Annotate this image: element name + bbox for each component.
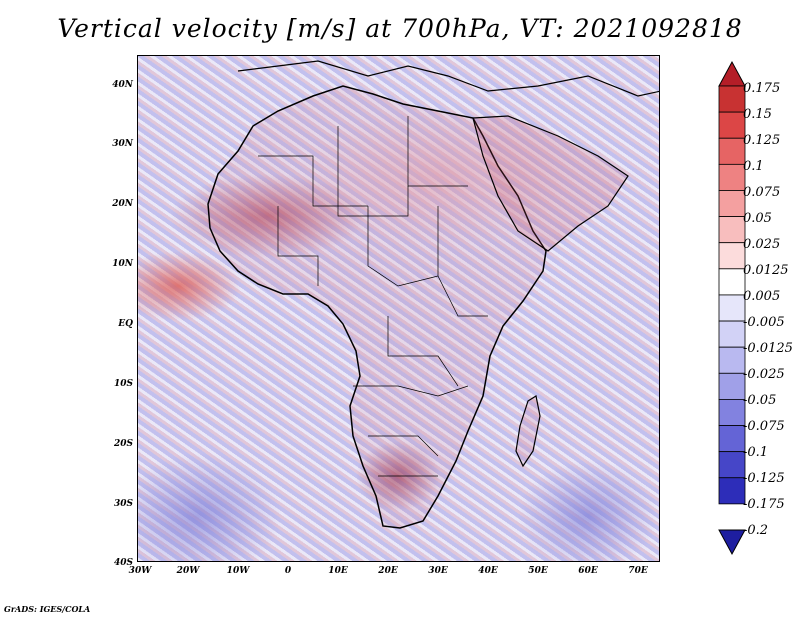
colorbar-label: 0.125 <box>743 133 781 148</box>
colorbar-swatch <box>718 268 746 296</box>
colorbar-label: 0.1 <box>743 159 764 174</box>
mediterranean-coast <box>237 60 659 97</box>
africa-outline <box>207 85 547 529</box>
footer-credit: GrADS: IGES/COLA <box>4 604 91 614</box>
colorbar-swatch <box>718 399 746 426</box>
lat-label: 40N <box>112 80 133 90</box>
colorbar-swatch <box>718 294 746 322</box>
colorbar-swatch <box>718 320 746 348</box>
madagascar-outline <box>515 395 541 468</box>
colorbar-label: 0.05 <box>743 211 772 226</box>
colorbar-swatch <box>718 451 746 479</box>
lon-label: 20W <box>176 566 200 576</box>
colorbar-label: -0.005 <box>743 315 785 330</box>
colorbar-label: -0.1 <box>743 445 769 460</box>
africa-coastline-map <box>207 60 659 529</box>
map-plot-area <box>137 55 660 562</box>
lon-label: 10E <box>328 566 348 576</box>
colorbar-label: 0.175 <box>743 81 781 96</box>
colorbar-label: -0.05 <box>743 393 777 408</box>
lat-label: 20S <box>113 439 133 449</box>
lat-label: 30S <box>113 499 133 509</box>
lat-label: EQ <box>118 319 133 329</box>
colorbar-label: -0.175 <box>743 497 785 512</box>
colorbar-swatch <box>718 85 746 113</box>
colorbar-label: 0.025 <box>743 237 781 252</box>
lon-label: 40E <box>478 566 498 576</box>
colorbar-label: -0.025 <box>743 367 785 382</box>
colorbar-swatch <box>718 111 746 139</box>
colorbar-swatch <box>718 477 746 505</box>
colorbar-label: 0.0125 <box>743 263 789 278</box>
colorbar-label: -0.125 <box>743 471 785 486</box>
colorbar-swatch <box>718 346 746 374</box>
lon-label: 10W <box>226 566 250 576</box>
lat-label: 10N <box>112 259 133 269</box>
colorbar-bottom-arrow <box>718 529 746 556</box>
lon-label: 50E <box>528 566 548 576</box>
lon-label: 30W <box>128 566 152 576</box>
country-borders <box>258 116 488 477</box>
colorbar-swatch <box>718 163 746 191</box>
map-title: Vertical velocity [m/s] at 700hPa, VT: 2… <box>57 14 743 43</box>
colorbar-label: 0.075 <box>743 185 781 200</box>
lon-label: 30E <box>428 566 448 576</box>
lat-label: 30N <box>112 139 133 149</box>
colorbar-label: -0.2 <box>743 523 769 538</box>
colorbar-label: 0.15 <box>743 107 772 122</box>
lat-label: 40S <box>113 558 133 568</box>
colorbar-top-arrow <box>718 60 746 87</box>
lon-label: 70E <box>628 566 648 576</box>
lon-label: 0 <box>284 566 292 576</box>
lon-label: 20E <box>378 566 398 576</box>
colorbar-swatch <box>718 137 746 165</box>
colorbar-swatch <box>718 190 746 217</box>
colorbar-swatch <box>718 372 746 400</box>
colorbar-label: -0.075 <box>743 419 785 434</box>
lat-label: 10S <box>113 379 133 389</box>
colorbar-label: 0.005 <box>743 289 781 304</box>
colorbar <box>718 60 746 556</box>
arabia-outline <box>472 115 629 252</box>
colorbar-label: -0.0125 <box>743 341 793 356</box>
colorbar-swatch <box>718 242 746 270</box>
lon-label: 60E <box>578 566 598 576</box>
colorbar-swatch <box>718 216 746 244</box>
lat-label: 20N <box>112 199 133 209</box>
colorbar-swatch <box>718 425 746 453</box>
